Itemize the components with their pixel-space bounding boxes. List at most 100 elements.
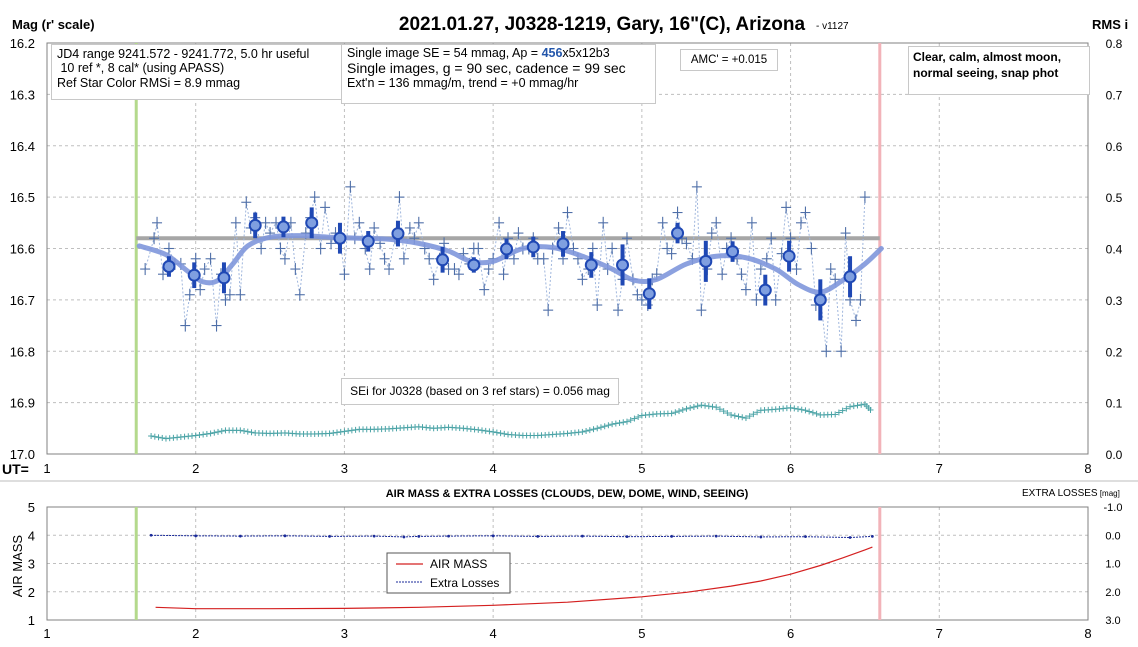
extra-losses-point	[670, 534, 673, 538]
image-point	[851, 314, 862, 327]
rms-point	[705, 403, 712, 410]
bottom-y2-tick: 3.0	[1105, 615, 1120, 627]
rms-point	[809, 409, 816, 416]
binned-marker	[726, 245, 740, 259]
top-y-tick: 16.5	[10, 190, 35, 205]
image-point	[149, 232, 160, 245]
extra-losses-point	[447, 534, 450, 538]
top-y-tick: 16.2	[10, 36, 35, 51]
rms-point	[497, 430, 504, 437]
binned-marker	[162, 259, 176, 273]
rms-point	[843, 405, 850, 412]
amc-box: AMC' = +0.015	[680, 49, 778, 71]
bottom-y2-tick: 0.0	[1105, 530, 1120, 542]
rms-point	[854, 402, 861, 409]
image-point	[394, 191, 405, 204]
rms-point	[594, 425, 601, 432]
sei-box: SEi for J0328 (based on 3 ref stars) = 0…	[341, 378, 619, 405]
extra-losses-point	[870, 534, 874, 538]
top-x-tick: 3	[341, 461, 348, 476]
rms-point	[609, 421, 616, 428]
rms-point	[728, 411, 735, 418]
image-point	[184, 288, 195, 301]
bottom-x-tick: 1	[43, 626, 50, 641]
image-point	[379, 252, 390, 265]
rms-point	[668, 410, 675, 417]
image-point	[157, 268, 168, 281]
binned-point	[813, 279, 827, 321]
airmass-line	[155, 546, 873, 610]
image-point	[543, 304, 554, 317]
single-image-points	[140, 180, 870, 358]
rms-point	[731, 412, 738, 419]
top-y2-tick: 0.5	[1106, 191, 1123, 205]
image-point	[180, 319, 191, 332]
rms-point	[211, 429, 218, 436]
image-point	[795, 216, 806, 229]
binned-marker	[616, 258, 630, 272]
session-info-line-3: Ref Star Color RMSi = 8.9 mmag	[57, 75, 241, 90]
rms-point	[850, 403, 857, 410]
rms-point	[623, 418, 630, 425]
rms-point	[739, 414, 746, 421]
rms-point	[196, 431, 203, 438]
rms-point	[754, 409, 761, 416]
binned-point	[526, 236, 540, 258]
top-y2-tick: 0.4	[1106, 243, 1123, 257]
extra-losses-point	[417, 534, 421, 538]
extra-losses-point	[372, 534, 376, 538]
rms-point	[627, 417, 634, 424]
rms-point	[148, 433, 155, 440]
rms-point	[493, 429, 500, 436]
left-axis-title: Mag (r' scale)	[12, 17, 95, 32]
binned-point	[276, 216, 290, 238]
x-axis-label: UT=	[2, 461, 29, 477]
binned-marker	[217, 271, 231, 285]
image-point	[494, 216, 505, 229]
binned-marker	[843, 270, 857, 284]
binned-marker	[758, 283, 772, 297]
image-point	[598, 216, 609, 229]
legend-airmass-label: AIR MASS	[430, 557, 487, 571]
rms-point	[631, 415, 638, 422]
binned-point	[361, 231, 375, 252]
bottom-right-axis-title: EXTRA LOSSES [mag]	[1022, 488, 1120, 499]
image-point	[220, 293, 231, 306]
binned-point	[436, 246, 450, 273]
binned-point	[305, 207, 319, 239]
extra-losses-point	[328, 534, 331, 538]
binned-marker	[526, 240, 540, 254]
rms-point	[702, 402, 709, 409]
rms-point	[839, 407, 846, 414]
rms-point	[716, 406, 723, 413]
legend-frame	[386, 552, 511, 594]
image-point	[424, 252, 435, 265]
image-point	[294, 288, 305, 301]
rms-point	[330, 429, 337, 436]
rms-point	[687, 404, 694, 411]
rms-point	[237, 427, 244, 434]
bottom-x-tick-labels: 1 2 3 4 5 6 7 8	[43, 626, 1091, 641]
top-x-tick: 1	[43, 461, 50, 476]
bottom-x-tick: 5	[638, 626, 645, 641]
rms-point	[333, 429, 340, 436]
binned-point	[584, 252, 598, 278]
binned-marker	[276, 220, 290, 234]
image-point	[230, 216, 241, 229]
image-point	[483, 263, 494, 276]
rms-point	[341, 428, 348, 435]
binned-point	[500, 238, 514, 260]
session-info-line-1: JD4 range 9241.572 - 9241.772, 5.0 hr us…	[57, 47, 310, 61]
binned-point	[843, 256, 857, 298]
binned-marker	[391, 227, 405, 241]
image-point	[152, 216, 163, 229]
image-point	[354, 216, 365, 229]
session-info-line-2: 10 ref *, 8 cal* (using APASS)	[57, 61, 225, 76]
rms-point	[215, 428, 222, 435]
image-point	[345, 180, 356, 193]
binned-point	[217, 262, 231, 294]
top-y-tick: 16.4	[10, 139, 35, 154]
amc-value: AMC' = +0.015	[690, 54, 768, 66]
chart-title: 2021.01.27, J0328-1219, Gary, 16"(C), Ar…	[399, 14, 806, 35]
